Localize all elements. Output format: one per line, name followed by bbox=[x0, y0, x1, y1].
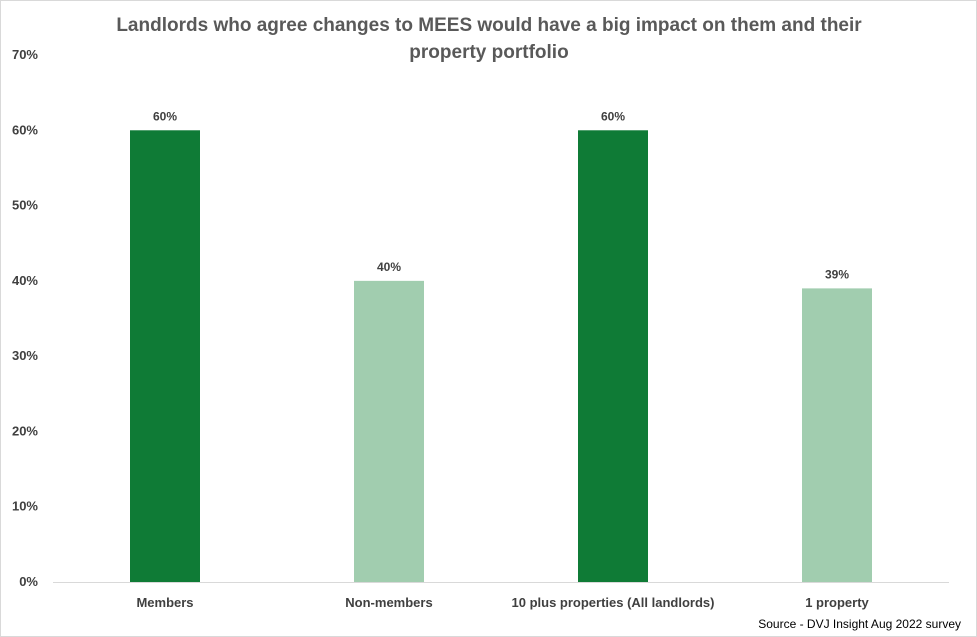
y-tick-label: 30% bbox=[12, 348, 38, 363]
bar bbox=[130, 130, 200, 583]
y-tick-label: 70% bbox=[12, 47, 38, 62]
data-label: 60% bbox=[601, 109, 625, 123]
y-axis: 0% 10% 20% 30% 40% 50% 60% 70% bbox=[12, 47, 38, 589]
source-note: Source - DVJ Insight Aug 2022 survey bbox=[758, 617, 961, 631]
bars bbox=[130, 130, 872, 583]
chart-title-line-1: Landlords who agree changes to MEES woul… bbox=[116, 15, 862, 36]
y-tick-label: 60% bbox=[12, 122, 38, 137]
y-tick-label: 40% bbox=[12, 273, 38, 288]
x-axis: Members Non-members 10 plus properties (Al… bbox=[53, 582, 949, 610]
bar bbox=[354, 280, 424, 582]
category-label: Members bbox=[136, 595, 193, 610]
category-label: 10 plus properties (All landlords) bbox=[512, 595, 715, 610]
y-tick-label: 0% bbox=[19, 574, 38, 589]
category-label: Non-members bbox=[345, 595, 432, 610]
data-label: 60% bbox=[153, 109, 177, 123]
y-tick-label: 10% bbox=[12, 499, 38, 514]
bar bbox=[802, 288, 872, 582]
chart-title: Landlords who agree changes to MEES woul… bbox=[116, 15, 862, 63]
y-tick-label: 50% bbox=[12, 198, 38, 213]
y-tick-label: 20% bbox=[12, 423, 38, 438]
data-label: 40% bbox=[377, 260, 401, 274]
bar bbox=[578, 130, 648, 583]
data-label: 39% bbox=[825, 267, 849, 281]
chart-title-line-2: property portfolio bbox=[409, 42, 568, 63]
data-labels: 60% 40% 60% 39% bbox=[153, 109, 849, 281]
category-label: 1 property bbox=[805, 595, 869, 610]
